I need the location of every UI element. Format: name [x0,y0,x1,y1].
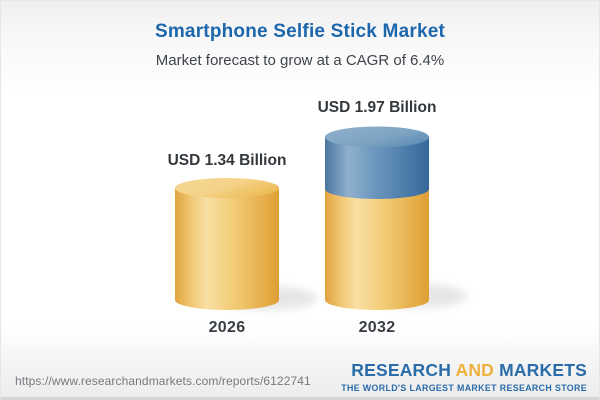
cylinder-2032-growth-segment [325,137,429,199]
report-url: https://www.researchandmarkets.com/repor… [15,374,311,388]
cylinder-2032-base-segment [325,189,429,310]
logo-tagline: THE WORLD'S LARGEST MARKET RESEARCH STOR… [341,382,587,393]
value-label-2026: USD 1.34 Billion [167,152,287,169]
research-and-markets-logo: RESEARCH AND MARKETS THE WORLD'S LARGEST… [341,360,587,393]
value-label-2032: USD 1.97 Billion [317,99,437,116]
cylinder-2026-top [175,178,279,198]
logo-wordmark: RESEARCH AND MARKETS [341,360,587,380]
logo-word-and: AND [455,360,494,380]
cylinder-2032-top [325,126,429,148]
category-label-2026: 2026 [208,319,246,336]
chart-subtitle: Market forecast to grow at a CAGR of 6.4… [155,52,445,69]
chart-title: Smartphone Selfie Stick Market [154,21,446,42]
cylinder-2026-body [175,188,279,310]
logo-word-research: RESEARCH [351,360,452,380]
category-label-2032: 2032 [358,319,396,336]
logo-word-markets: MARKETS [499,360,587,380]
